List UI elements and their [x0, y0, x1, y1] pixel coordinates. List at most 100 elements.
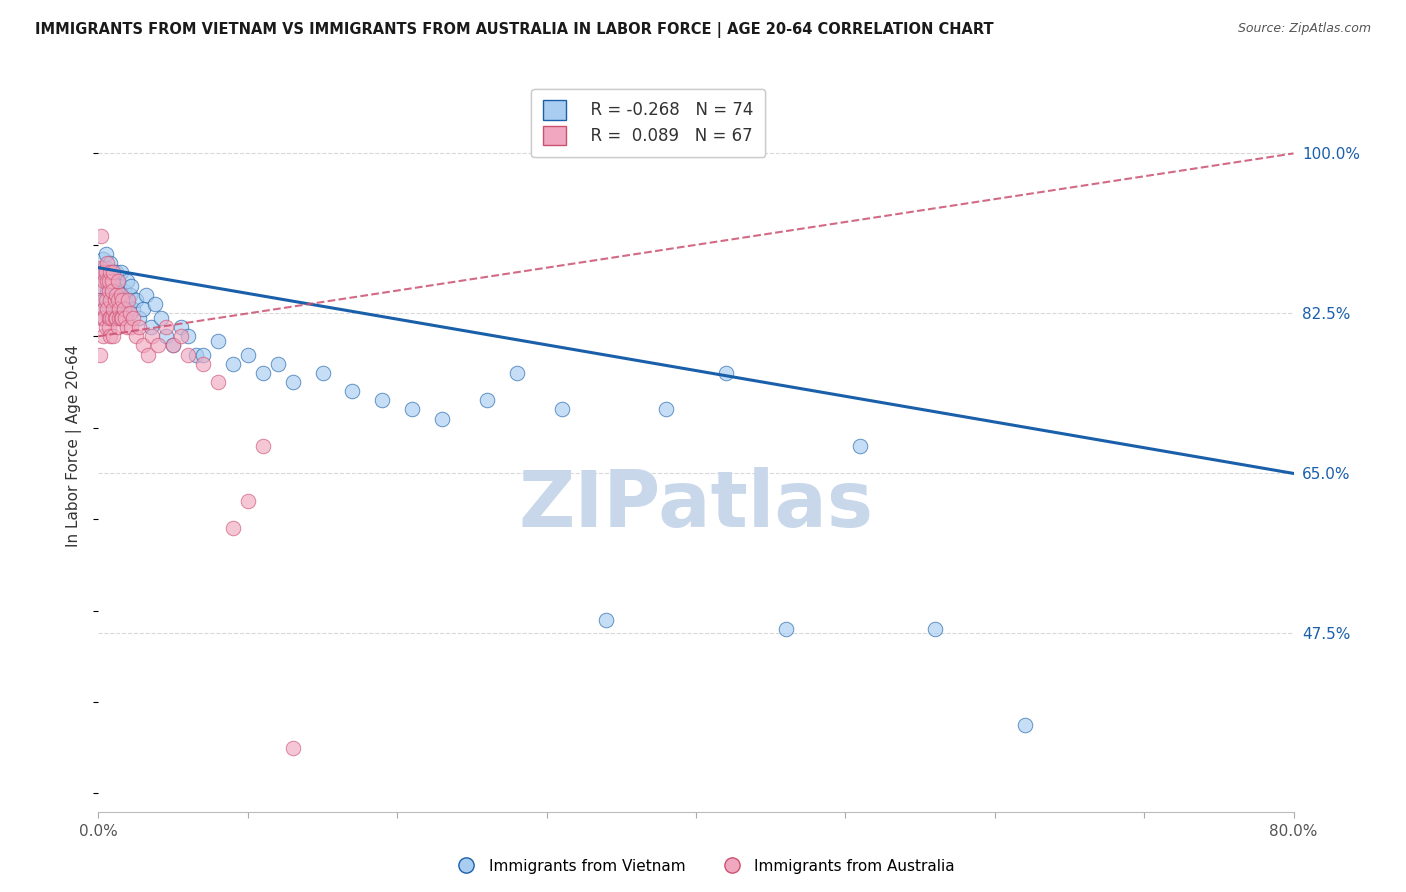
Point [108, 279, 131, 293]
Point [94, 247, 117, 261]
Point [401, 402, 423, 417]
Point [120, 279, 142, 293]
Point [849, 439, 872, 453]
Point [655, 402, 678, 417]
Point [89, 279, 111, 293]
Point [98, 293, 122, 307]
Point [132, 301, 155, 316]
Point [117, 297, 139, 311]
Point [550, 402, 572, 417]
Point [169, 320, 191, 334]
Legend:   R = -0.268   N = 74,   R =  0.089   N = 67: R = -0.268 N = 74, R = 0.089 N = 67 [531, 88, 765, 157]
Point [128, 311, 150, 326]
Point [104, 311, 127, 326]
Point [107, 320, 129, 334]
Point [93, 275, 115, 289]
Point [371, 393, 394, 408]
Point [111, 311, 134, 326]
Point [104, 293, 127, 307]
Point [110, 265, 132, 279]
Point [155, 320, 177, 334]
Point [91, 329, 114, 343]
Legend: Immigrants from Vietnam, Immigrants from Australia: Immigrants from Vietnam, Immigrants from… [444, 853, 962, 880]
Point [112, 284, 135, 298]
Point [93, 293, 115, 307]
Point [105, 265, 128, 279]
Point [236, 494, 259, 508]
Point [101, 284, 124, 298]
Text: Source: ZipAtlas.com: Source: ZipAtlas.com [1237, 22, 1371, 36]
Point [120, 320, 142, 334]
Point [112, 301, 135, 316]
Point [90, 311, 112, 326]
Point [96, 301, 118, 316]
Point [110, 311, 132, 326]
Point [94, 301, 117, 316]
Point [139, 320, 162, 334]
Point [342, 384, 364, 399]
Point [207, 375, 229, 389]
Point [94, 275, 117, 289]
Point [96, 284, 118, 298]
Point [222, 521, 245, 535]
Point [1014, 718, 1036, 732]
Point [132, 338, 155, 352]
Point [101, 311, 124, 326]
Point [97, 320, 120, 334]
Point [108, 301, 131, 316]
Point [114, 293, 136, 307]
Point [207, 334, 229, 348]
Point [98, 329, 122, 343]
Point [94, 320, 117, 334]
Point [108, 301, 131, 316]
Point [281, 375, 304, 389]
Point [107, 275, 129, 289]
Point [104, 284, 127, 298]
Point [91, 311, 114, 326]
Point [103, 275, 125, 289]
Text: ZIPatlas: ZIPatlas [519, 467, 873, 542]
Point [135, 288, 157, 302]
Point [96, 260, 118, 275]
Point [162, 338, 184, 352]
Point [191, 357, 214, 371]
Point [155, 329, 177, 343]
Point [96, 275, 118, 289]
Point [141, 329, 163, 343]
Point [184, 347, 207, 362]
Point [91, 252, 114, 266]
Point [110, 293, 132, 307]
Point [252, 439, 274, 453]
Point [169, 329, 191, 343]
Point [267, 357, 290, 371]
Text: IMMIGRANTS FROM VIETNAM VS IMMIGRANTS FROM AUSTRALIA IN LABOR FORCE | AGE 20-64 : IMMIGRANTS FROM VIETNAM VS IMMIGRANTS FR… [35, 22, 994, 38]
Point [103, 265, 125, 279]
Point [125, 329, 148, 343]
Point [103, 293, 125, 307]
Point [125, 293, 148, 307]
Point [103, 301, 125, 316]
Point [162, 338, 184, 352]
Point [98, 265, 122, 279]
Point [118, 306, 141, 320]
Point [101, 275, 124, 289]
Point [93, 301, 115, 316]
Point [90, 265, 112, 279]
Point [115, 320, 138, 334]
Point [89, 347, 111, 362]
Point [98, 256, 122, 270]
Point [107, 297, 129, 311]
Point [236, 347, 259, 362]
Point [924, 622, 946, 636]
Point [118, 288, 141, 302]
Point [89, 279, 111, 293]
Point [222, 357, 245, 371]
Point [94, 265, 117, 279]
Point [97, 284, 120, 298]
Point [148, 338, 170, 352]
Point [110, 288, 132, 302]
Point [150, 311, 173, 326]
Point [311, 366, 333, 380]
Point [91, 265, 114, 279]
Point [90, 228, 112, 243]
